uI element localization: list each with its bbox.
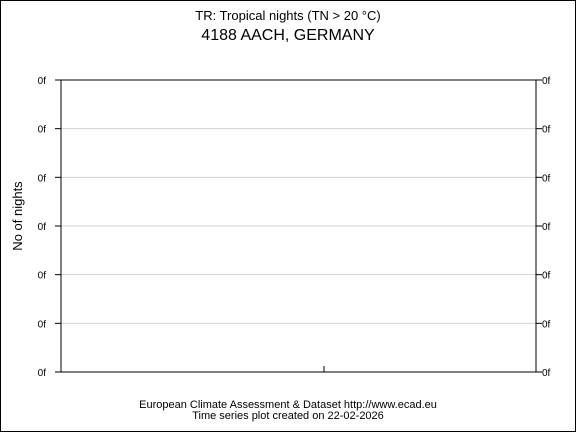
y-tick-label-left: 0f <box>38 319 47 330</box>
y-tick-label-left: 0f <box>38 76 47 87</box>
footer-source: European Climate Assessment & Dataset ht… <box>139 399 437 411</box>
y-tick-label-left: 0f <box>38 173 47 184</box>
y-tick-label-right: 0f <box>542 76 551 87</box>
y-axis-label: No of nights <box>10 181 25 251</box>
y-axis-left: 0f 0f 0f 0f 0f 0f 0f <box>38 76 61 379</box>
y-tick-label-right: 0f <box>542 173 551 184</box>
y-tick-label-right: 0f <box>542 222 551 233</box>
y-tick-label-left: 0f <box>38 368 47 379</box>
station-title: 4188 AACH, GERMANY <box>201 27 375 44</box>
y-tick-label-right: 0f <box>542 271 551 282</box>
y-tick-label-right: 0f <box>542 319 551 330</box>
y-tick-label-right: 0f <box>542 125 551 136</box>
y-tick-label-left: 0f <box>38 271 47 282</box>
footer-created: Time series plot created on 22-02-2026 <box>192 410 384 422</box>
y-axis-right: 0f 0f 0f 0f 0f 0f 0f <box>536 76 551 379</box>
chart-title: TR: Tropical nights (TN > 20 °C) <box>195 8 381 23</box>
y-tick-label-right: 0f <box>542 368 551 379</box>
grid-lines <box>61 128 536 324</box>
y-tick-label-left: 0f <box>38 125 47 136</box>
y-tick-label-left: 0f <box>38 222 47 233</box>
